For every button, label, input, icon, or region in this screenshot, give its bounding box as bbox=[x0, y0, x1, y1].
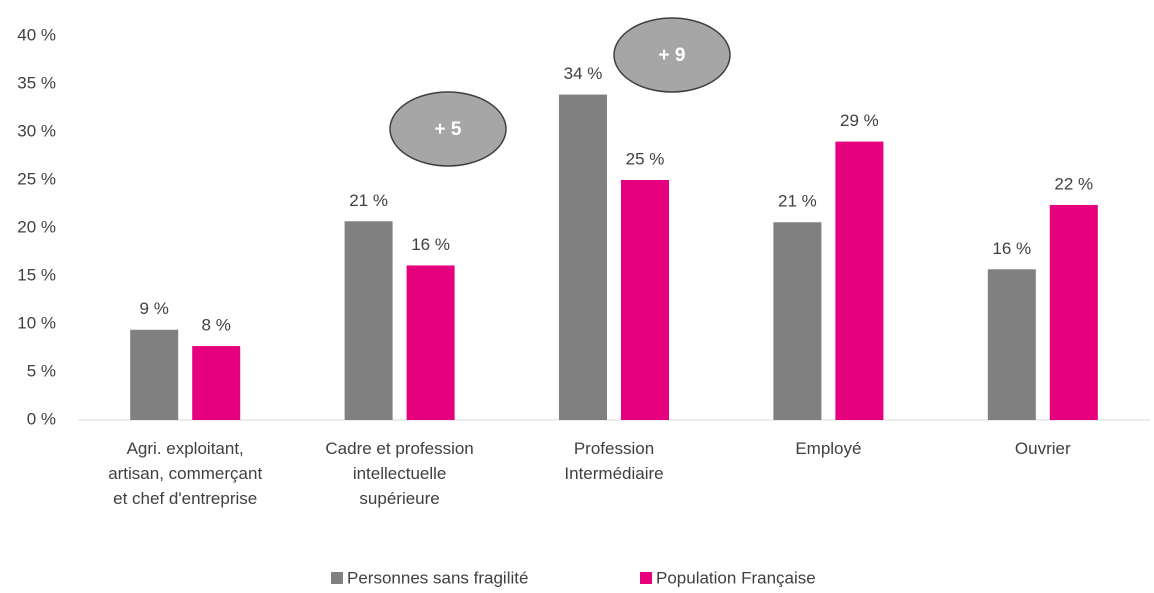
x-tick-label: Agri. exploitant, artisan, commerçant et… bbox=[108, 439, 263, 508]
data-label: 16 % bbox=[992, 239, 1031, 258]
bar bbox=[835, 141, 884, 420]
y-tick-label: 20 % bbox=[17, 217, 56, 236]
data-label: 9 % bbox=[140, 299, 169, 318]
legend-swatch bbox=[640, 572, 652, 584]
annotation-bubble bbox=[613, 17, 731, 93]
x-tick-label: Ouvrier bbox=[1014, 439, 1071, 458]
legend-label: Population Française bbox=[656, 568, 816, 587]
bar bbox=[344, 221, 393, 420]
y-tick-label: 0 % bbox=[27, 409, 56, 428]
x-tick-label: Profession Intermédiaire bbox=[564, 439, 664, 483]
data-label: 21 % bbox=[349, 191, 388, 210]
y-tick-label: 25 % bbox=[17, 169, 56, 188]
bar bbox=[130, 329, 179, 420]
bar bbox=[1049, 204, 1098, 420]
legend-label: Personnes sans fragilité bbox=[347, 568, 528, 587]
data-label: 34 % bbox=[564, 64, 603, 83]
y-tick-label: 10 % bbox=[17, 313, 56, 332]
data-label: 25 % bbox=[626, 149, 665, 168]
y-tick-label: 35 % bbox=[17, 73, 56, 92]
y-tick-label: 40 % bbox=[17, 25, 56, 44]
annotation-bubble bbox=[389, 91, 507, 167]
y-tick-label: 30 % bbox=[17, 121, 56, 140]
bar bbox=[406, 265, 455, 420]
x-tick-label: Cadre et profession intellectuelle supér… bbox=[325, 439, 474, 508]
y-tick-label: 5 % bbox=[27, 361, 56, 380]
annotation: + 9 bbox=[659, 45, 686, 66]
bar bbox=[559, 94, 607, 420]
data-label: 21 % bbox=[778, 192, 817, 211]
bar bbox=[192, 346, 241, 420]
x-tick-label: Employé bbox=[795, 439, 862, 458]
legend-swatch bbox=[331, 572, 343, 584]
data-label: 22 % bbox=[1054, 174, 1093, 193]
bar bbox=[621, 180, 669, 420]
y-tick-label: 15 % bbox=[17, 265, 56, 284]
data-label: 8 % bbox=[202, 316, 231, 335]
bar bbox=[987, 269, 1036, 420]
data-label: 29 % bbox=[840, 111, 879, 130]
annotation: + 5 bbox=[435, 119, 462, 140]
bar bbox=[773, 222, 822, 420]
data-label: 16 % bbox=[411, 235, 450, 254]
